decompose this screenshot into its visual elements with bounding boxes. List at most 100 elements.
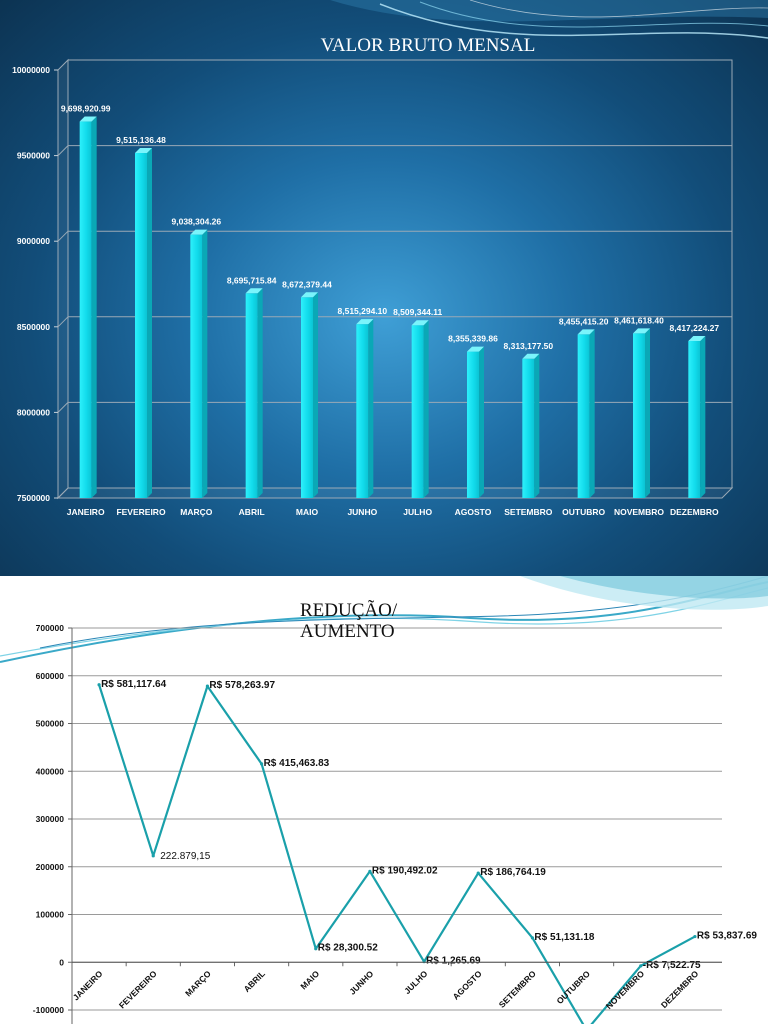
y-tick-label: 0 — [59, 957, 64, 967]
line-chart-slide: 700000 600000 500000 400000 300000 200000 1000… — [0, 576, 768, 1024]
y-tick-label: 9000000 — [17, 236, 50, 246]
data-label: R$ 415,463.83 — [264, 758, 330, 769]
bar-top — [301, 292, 318, 298]
data-point — [530, 936, 535, 940]
y-tick-label: 200000 — [36, 862, 65, 872]
bar-side — [202, 229, 208, 498]
x-tick-label: AGOSTO — [455, 507, 492, 517]
x-tick-label: JULHO — [403, 507, 432, 517]
x-tick-label: ABRIL — [242, 969, 267, 994]
data-label: R$ 186,764.19 — [480, 867, 546, 878]
line-chart: 700000 600000 500000 400000 300000 200000 1000… — [0, 576, 768, 1024]
bar-side — [91, 116, 97, 498]
x-tick-label: DEZEMBRO — [670, 507, 719, 517]
plot-area: 700000 600000 500000 400000 300000 200000 1000… — [33, 623, 757, 1024]
data-label: 8,672,379.44 — [282, 279, 332, 289]
bar — [467, 351, 479, 498]
data-point — [693, 934, 697, 939]
x-tick-label: NOVEMBRO — [614, 507, 664, 517]
bar — [301, 297, 313, 498]
x-tick-label: MARÇO — [180, 507, 212, 517]
y-tick-label: 8500000 — [17, 322, 50, 332]
y-tick-label: 400000 — [36, 766, 65, 776]
y-tick-label: 7500000 — [17, 493, 50, 503]
bar-side — [147, 148, 152, 498]
bar — [190, 234, 203, 498]
data-label: R$ 578,263.97 — [209, 680, 275, 691]
data-label: R$ 28,300.52 — [318, 943, 378, 954]
data-label: 8,509,344.11 — [393, 307, 442, 317]
x-tick-label: JANEIRO — [67, 507, 105, 517]
plot-area: 10000000 9500000 9000000 8500000 8000000 7500… — [12, 58, 734, 517]
bar-top — [577, 329, 595, 335]
gridline-side — [57, 402, 69, 413]
bar — [79, 121, 92, 498]
x-tick-label: ABRIL — [239, 507, 265, 517]
y-tick-label: 10000000 — [12, 65, 50, 75]
y-tick-label: 9500000 — [17, 151, 50, 161]
slide-wave-decoration — [0, 576, 768, 663]
x-tick-label: FEVEREIRO — [117, 968, 159, 1010]
data-label: 8,455,415.20 — [559, 316, 609, 326]
x-tick-label: JANEIRO — [71, 968, 105, 1002]
data-label: 9,038,304.26 — [172, 217, 222, 227]
y-tick-label: 500000 — [36, 719, 65, 729]
bar-top — [411, 320, 429, 326]
bar-side — [368, 319, 374, 498]
data-label: 8,515,294.10 — [338, 306, 388, 316]
x-tick-label: MAIO — [296, 507, 319, 517]
data-point — [368, 869, 372, 873]
bar-top — [356, 319, 374, 325]
chart-title-line-2: AUMENTO — [300, 621, 395, 642]
data-label: -R$ 7,522.75 — [643, 960, 701, 971]
bar — [245, 293, 258, 498]
bar-top — [467, 346, 484, 352]
data-label: R$ 51,131.18 — [534, 932, 594, 943]
bar-side — [589, 329, 595, 498]
y-tick-label: 8000000 — [17, 407, 50, 417]
bar-side — [534, 353, 540, 498]
bar — [633, 333, 645, 498]
bar-chart-slide: VALOR BRUTO MENSAL 10000000 9500000 900000… — [0, 0, 768, 576]
data-point — [314, 947, 318, 951]
x-tick-label: JUNHO — [347, 968, 375, 996]
bar — [688, 340, 701, 498]
bar — [522, 358, 535, 498]
bar-side — [257, 288, 263, 498]
bar-side — [645, 328, 650, 498]
bar-side — [700, 335, 706, 498]
series-line — [98, 684, 696, 1024]
bar-side — [423, 320, 429, 498]
data-point — [151, 854, 155, 858]
y-tick-label: 700000 — [36, 623, 65, 633]
data-label: 8,695,715.84 — [227, 275, 277, 285]
bar — [135, 153, 147, 498]
data-label: 8,461,618.40 — [614, 315, 664, 325]
x-tick-label: JUNHO — [347, 507, 377, 517]
chart-side-wall — [57, 58, 69, 500]
data-point — [259, 762, 264, 766]
gridline-side — [57, 145, 69, 156]
bar-top — [245, 288, 263, 294]
gridline-side — [57, 230, 69, 242]
gridline-side — [57, 316, 69, 328]
data-label: 222.879,15 — [160, 851, 210, 862]
y-tick-label: 100000 — [36, 910, 65, 920]
y-tick-label: -100000 — [33, 1005, 64, 1015]
bar-top — [190, 229, 208, 235]
x-tick-label: NOVEMBRO — [604, 968, 647, 1011]
bar-top — [633, 328, 650, 334]
x-tick-label: OUTUBRO — [562, 507, 605, 517]
bar-chart: VALOR BRUTO MENSAL 10000000 9500000 900000… — [12, 0, 768, 517]
bar — [356, 324, 369, 498]
y-tick-label: 300000 — [36, 814, 65, 824]
data-label: 8,313,177.50 — [504, 341, 554, 351]
data-point — [639, 964, 643, 968]
bar-side — [479, 346, 484, 498]
x-tick-label: SETEMBRO — [497, 968, 538, 1009]
data-point — [205, 684, 210, 688]
x-tick-label: FEVEREIRO — [116, 507, 166, 517]
data-label: 8,417,224.27 — [670, 323, 720, 333]
data-label: R$ 1,265.69 — [426, 956, 481, 967]
data-label: 9,515,136.48 — [116, 135, 166, 145]
